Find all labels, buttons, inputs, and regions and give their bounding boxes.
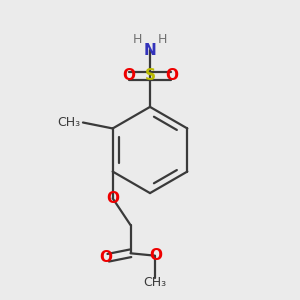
Text: H: H — [133, 33, 142, 46]
Text: O: O — [165, 68, 178, 83]
Text: CH₃: CH₃ — [58, 116, 81, 129]
Text: H: H — [158, 33, 167, 46]
Text: O: O — [122, 68, 135, 83]
Text: O: O — [149, 248, 162, 263]
Text: O: O — [99, 250, 112, 265]
Text: CH₃: CH₃ — [143, 276, 167, 289]
Text: S: S — [145, 68, 155, 83]
Text: O: O — [106, 191, 119, 206]
Text: N: N — [144, 43, 156, 58]
